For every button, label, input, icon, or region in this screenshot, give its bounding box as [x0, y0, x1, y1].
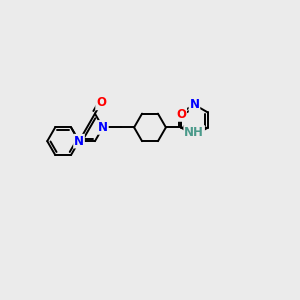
Text: N: N	[190, 98, 200, 111]
Text: N: N	[74, 135, 84, 148]
Text: O: O	[176, 108, 186, 121]
Text: O: O	[96, 96, 106, 110]
Text: NH: NH	[184, 126, 204, 139]
Text: N: N	[98, 121, 108, 134]
